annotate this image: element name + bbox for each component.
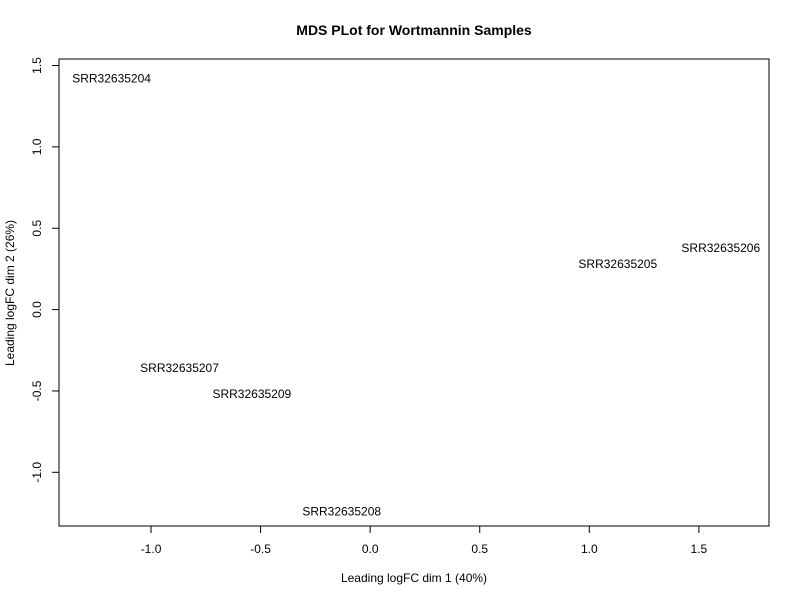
- x-tick-label: 1.0: [581, 542, 598, 556]
- y-axis: -1.0 -0.5 0.0 0.5 1.0 1.5: [30, 57, 60, 483]
- x-tick-label: 1.5: [691, 542, 708, 556]
- x-tick-label: -0.5: [250, 542, 271, 556]
- x-axis-label: Leading logFC dim 1 (40%): [341, 571, 487, 585]
- y-tick-label: 0.5: [30, 220, 44, 237]
- x-axis: -1.0 -0.5 0.0 0.5 1.0 1.5: [141, 525, 708, 556]
- y-tick-label: -0.5: [30, 380, 44, 401]
- chart-title: MDS PLot for Wortmannin Samples: [296, 22, 532, 38]
- y-tick-label: 0.0: [30, 301, 44, 318]
- y-tick-label: 1.5: [30, 57, 44, 74]
- point-label: SRR32635205: [578, 257, 657, 271]
- point-label: SRR32635204: [72, 72, 151, 86]
- y-tick-label: -1.0: [30, 462, 44, 483]
- x-tick-label: -1.0: [141, 542, 162, 556]
- point-label: SRR32635208: [302, 504, 381, 518]
- point-label: SRR32635206: [681, 241, 760, 255]
- y-tick-label: 1.0: [30, 138, 44, 155]
- y-axis-label: Leading logFC dim 2 (26%): [3, 220, 17, 366]
- x-tick-label: 0.0: [362, 542, 379, 556]
- point-label: SRR32635207: [140, 361, 219, 375]
- point-labels: SRR32635204 SRR32635205 SRR32635206 SRR3263…: [72, 72, 760, 519]
- point-label: SRR32635209: [212, 387, 291, 401]
- x-tick-label: 0.5: [471, 542, 488, 556]
- plot-frame: [58, 58, 770, 527]
